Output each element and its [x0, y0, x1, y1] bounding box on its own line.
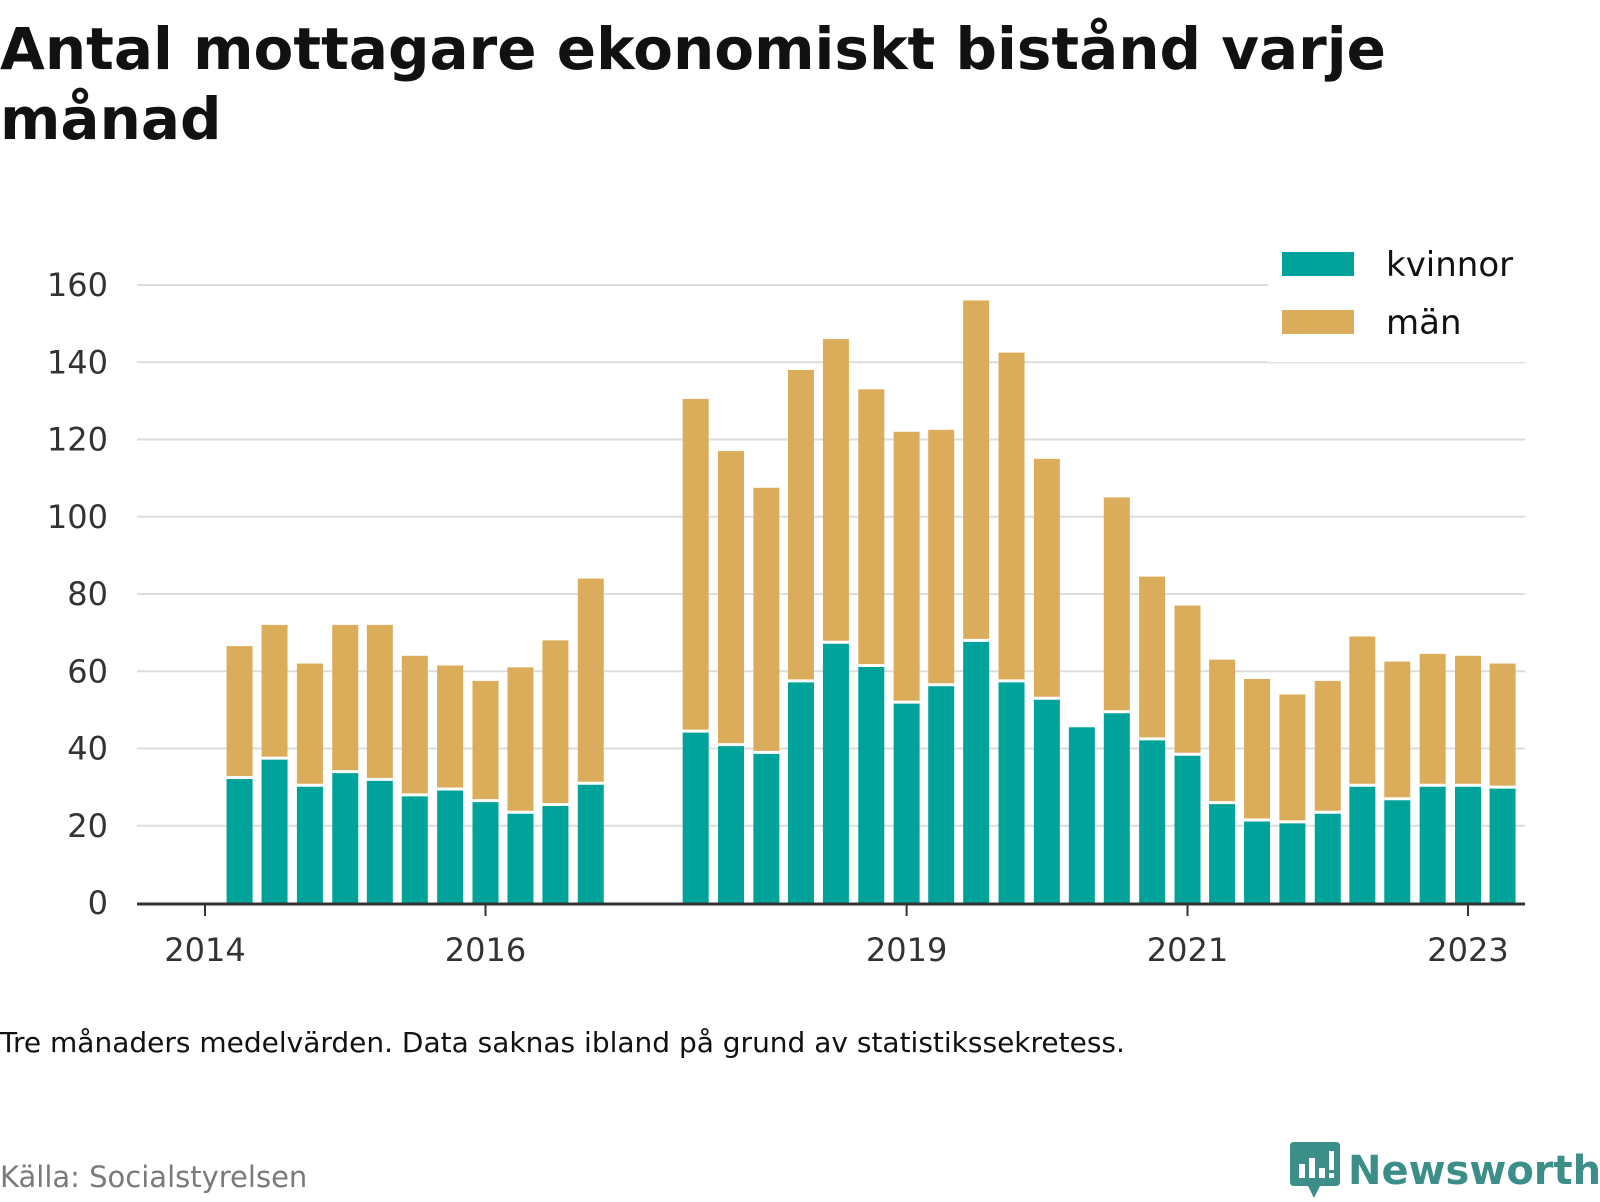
bar-man	[1455, 655, 1481, 786]
bar-kvinnor	[893, 702, 920, 903]
bar-man	[507, 667, 534, 813]
bar-man	[858, 389, 885, 666]
bar-man	[1209, 659, 1236, 803]
bar-kvinnor	[1139, 738, 1166, 903]
bar-man	[437, 665, 464, 790]
bar-kvinnor	[507, 812, 534, 903]
bar-kvinnor	[1174, 754, 1201, 903]
bar-kvinnor	[261, 758, 288, 903]
bar-kvinnor	[1419, 785, 1446, 903]
bar-man	[893, 431, 920, 703]
bar-man	[1139, 576, 1166, 739]
source-credit: Källa: Socialstyrelsen	[0, 1160, 308, 1194]
y-tick-label: 160	[47, 266, 108, 304]
y-tick-label: 80	[67, 575, 108, 613]
bar-kvinnor	[963, 640, 990, 903]
bar-man	[542, 640, 569, 805]
bar-man	[226, 646, 253, 778]
x-tick-label: 2019	[866, 931, 947, 969]
bar-kvinnor	[682, 731, 709, 903]
bar-man	[1033, 458, 1060, 699]
legend-swatch	[1282, 310, 1354, 334]
bar-man	[332, 624, 359, 772]
bar-man	[1174, 605, 1201, 755]
bar-man	[1314, 680, 1341, 813]
bar-kvinnor	[1033, 698, 1060, 903]
bar-man	[1279, 694, 1306, 822]
brand-name: Newsworthy	[1348, 1148, 1600, 1194]
newsworthy-logo-icon	[1290, 1142, 1340, 1198]
y-axis: 0 20 40 60 80 100 120 140 160	[47, 266, 108, 922]
bar-man	[682, 398, 709, 732]
bar-man	[822, 339, 849, 643]
brand-logo: Newsworthy	[1290, 1140, 1600, 1202]
x-tick-label: 2014	[164, 931, 245, 969]
legend: kvinnor män	[1268, 240, 1530, 362]
bar-man	[753, 487, 780, 753]
bar-man	[787, 369, 814, 681]
bar-kvinnor	[296, 785, 323, 903]
bar-man	[998, 352, 1025, 681]
bar-kvinnor	[437, 789, 464, 903]
y-tick-label: 40	[67, 730, 108, 768]
bar-kvinnor	[787, 680, 814, 903]
bar-kvinnor	[1349, 785, 1376, 903]
y-tick-label: 100	[47, 498, 108, 536]
y-tick-label: 0	[88, 884, 108, 922]
chart-note: Tre månaders medelvärden. Data saknas ib…	[0, 1026, 1125, 1059]
bars	[226, 300, 1516, 903]
bar-kvinnor	[1209, 802, 1236, 903]
bar-kvinnor	[366, 779, 393, 903]
y-tick-label: 60	[67, 652, 108, 690]
bar-kvinnor	[472, 800, 499, 903]
bar-kvinnor	[928, 684, 955, 903]
bar-kvinnor	[998, 680, 1025, 903]
bar-man	[401, 655, 428, 795]
bar-kvinnor	[718, 744, 745, 903]
bar-kvinnor	[1455, 785, 1481, 903]
bar-man	[472, 680, 499, 801]
bar-man	[296, 663, 323, 786]
x-tick-label: 2021	[1147, 931, 1228, 969]
legend-swatch	[1282, 252, 1354, 276]
y-tick-label: 140	[47, 343, 108, 381]
bar-man	[1244, 678, 1271, 820]
bar-kvinnor	[753, 752, 780, 903]
bar-kvinnor	[577, 783, 604, 903]
bar-kvinnor	[1103, 711, 1130, 903]
bar-man	[1103, 497, 1130, 712]
bar-man	[963, 300, 990, 641]
bar-kvinnor	[1314, 812, 1341, 903]
bar-kvinnor	[332, 771, 359, 903]
y-tick-label: 20	[67, 807, 108, 845]
bar-man	[261, 624, 288, 759]
bar-kvinnor	[1384, 798, 1411, 903]
bar-kvinnor	[226, 777, 253, 903]
bar-kvinnor	[1279, 821, 1306, 903]
bar-man	[928, 429, 955, 685]
chart-title: Antal mottagare ekonomiskt bistånd varje…	[0, 15, 1386, 153]
y-tick-label: 120	[47, 421, 108, 459]
bar-kvinnor	[1244, 819, 1271, 903]
legend-label: män	[1386, 303, 1462, 343]
bar-man	[1349, 636, 1376, 786]
bar-man	[1384, 661, 1411, 799]
bar-man	[1489, 663, 1516, 788]
legend-label: kvinnor	[1386, 245, 1513, 285]
bar-man	[577, 578, 604, 784]
bar-kvinnor	[822, 642, 849, 903]
x-axis: 2014 2016 2019 2021 2023	[137, 902, 1525, 969]
bar-man	[1419, 653, 1446, 786]
bar-kvinnor	[401, 794, 428, 903]
x-tick-label: 2016	[445, 931, 526, 969]
bar-kvinnor	[1068, 727, 1095, 903]
bar-man	[366, 624, 393, 780]
bar-man	[718, 451, 745, 745]
bar-kvinnor	[542, 804, 569, 903]
x-tick-label: 2023	[1427, 931, 1508, 969]
bar-kvinnor	[858, 665, 885, 903]
bar-kvinnor	[1489, 787, 1516, 903]
